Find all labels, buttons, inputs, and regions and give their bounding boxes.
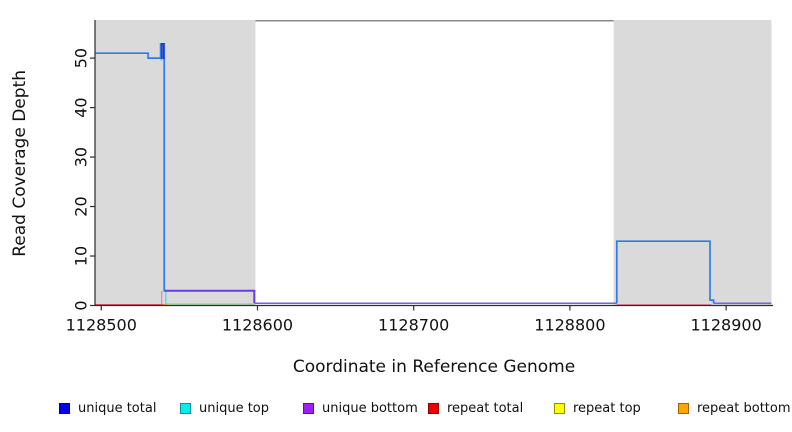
x-tick-label: 1128800 <box>534 316 605 335</box>
x-axis-title: Coordinate in Reference Genome <box>292 357 576 377</box>
repeat-top-swatch <box>554 402 565 414</box>
x-tick-label: 1128900 <box>691 316 762 335</box>
legend: unique total unique top unique bottom repea… <box>0 398 792 422</box>
y-tick-label: 50 <box>72 48 91 68</box>
unique-bottom-swatch <box>303 402 314 414</box>
x-tick-label: 1128600 <box>222 316 293 335</box>
y-tick-label: 40 <box>72 97 91 117</box>
y-tick-label: 30 <box>72 147 91 167</box>
repeat-total-swatch <box>428 402 439 414</box>
x-tick-label: 1128700 <box>378 316 449 335</box>
y-tick-label: 20 <box>72 196 91 216</box>
unique-bottom-level-3 <box>164 289 256 303</box>
legend-item-repeat-bottom: repeat bottom <box>678 398 791 418</box>
unique-total-swatch <box>59 402 70 414</box>
legend-label: repeat bottom <box>697 400 791 416</box>
legend-label: unique top <box>199 400 270 416</box>
legend-item-unique-total: unique total <box>59 398 156 418</box>
shaded-repeat-region <box>613 20 772 306</box>
shaded-repeat-region <box>95 20 256 306</box>
x-tick-label: 1128500 <box>66 316 137 335</box>
legend-label: unique bottom <box>322 400 418 416</box>
repeat-bottom-swatch <box>678 402 689 414</box>
y-tick-label: 10 <box>72 246 91 266</box>
legend-item-unique-bottom: unique bottom <box>303 398 418 418</box>
legend-item-repeat-top: repeat top <box>554 398 641 418</box>
legend-item-unique-top: unique top <box>180 398 269 418</box>
legend-label: repeat total <box>447 400 524 416</box>
unique-total-box-trace <box>615 240 715 304</box>
legend-label: repeat top <box>573 400 641 416</box>
y-axis-title: Read Coverage Depth <box>10 69 30 257</box>
legend-item-repeat-total: repeat total <box>428 398 523 418</box>
unique-total-spike-dark <box>161 42 165 60</box>
legend-label: unique total <box>78 400 157 416</box>
unique-top-swatch <box>180 402 191 414</box>
y-tick-label: 0 <box>72 300 91 310</box>
y-axis-title-wrap: Read Coverage Depth <box>2 20 38 306</box>
plot-canvas: 1128500 1128600 1128700 1128800 1128900 0 10 20… <box>66 20 773 335</box>
